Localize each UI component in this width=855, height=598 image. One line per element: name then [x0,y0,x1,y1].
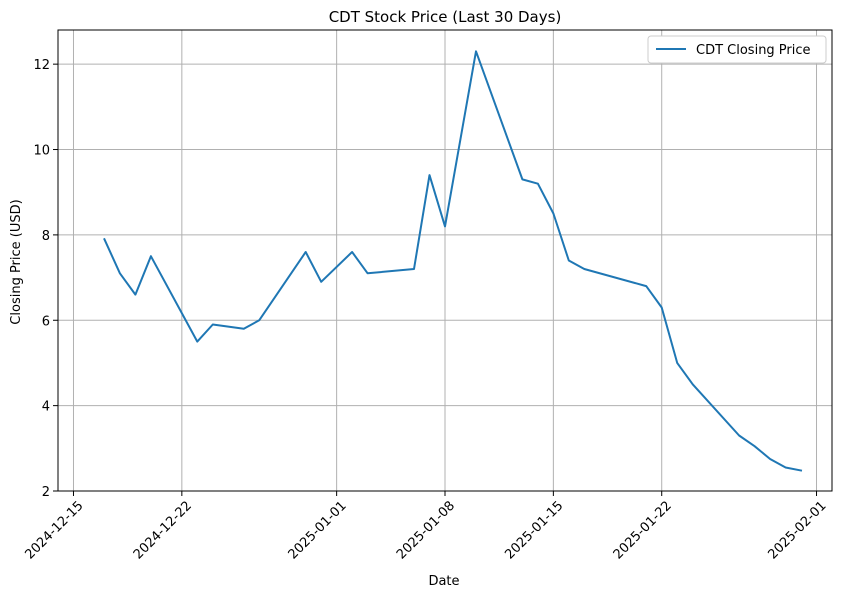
data-point [305,251,307,253]
y-tick-label: 8 [42,229,50,244]
data-point [320,281,322,283]
series-layer [103,50,803,472]
data-point [661,306,663,308]
data-point [537,183,539,185]
data-point [692,383,694,385]
y-tick-label: 2 [42,485,50,500]
data-point [769,458,771,460]
legend-box [647,35,827,64]
y-tick-label: 4 [42,400,50,415]
x-tick-label: 2025-01-01 [286,498,350,562]
x-tick-label: 2025-02-01 [766,498,830,562]
data-point [212,324,214,326]
data-point [196,341,198,343]
legend-label: CDT Closing Price [696,43,811,58]
data-point [351,251,353,253]
data-point [134,294,136,296]
x-tick-label: 2025-01-08 [394,498,458,562]
x-axis-label: Date [428,574,459,589]
data-point [676,362,678,364]
data-point [444,225,446,227]
data-point [103,238,105,240]
data-point [413,268,415,270]
y-tick-label: 12 [33,58,50,73]
data-point [568,260,570,262]
data-point [785,467,787,469]
data-point [583,268,585,270]
chart-title: CDT Stock Price (Last 30 Days) [329,8,562,26]
data-point [258,319,260,321]
data-point [429,174,431,176]
y-tick-label: 10 [33,144,50,159]
x-tick-label: 2025-01-15 [502,498,566,562]
legend: CDT Closing Price [647,35,827,64]
data-point [552,213,554,215]
data-point [738,435,740,437]
y-axis-label: Closing Price (USD) [9,199,24,324]
y-axis: 2 4 6 8 10 12 [33,58,58,500]
x-axis: 2024-12-15 2024-12-22 2025-01-01 2025-01-08… [22,491,830,562]
x-tick-label: 2024-12-22 [131,498,195,562]
series-line [103,50,803,472]
y-tick-label: 6 [42,314,50,329]
data-point [645,285,647,287]
grid [58,30,832,492]
data-point [367,272,369,274]
data-point [754,445,756,447]
data-point [243,328,245,330]
data-point [475,50,477,52]
data-point [800,470,802,472]
data-point [150,255,152,257]
data-point [119,272,121,274]
x-tick-label: 2024-12-15 [22,498,86,562]
x-tick-label: 2025-01-22 [611,498,675,562]
data-point [521,178,523,180]
